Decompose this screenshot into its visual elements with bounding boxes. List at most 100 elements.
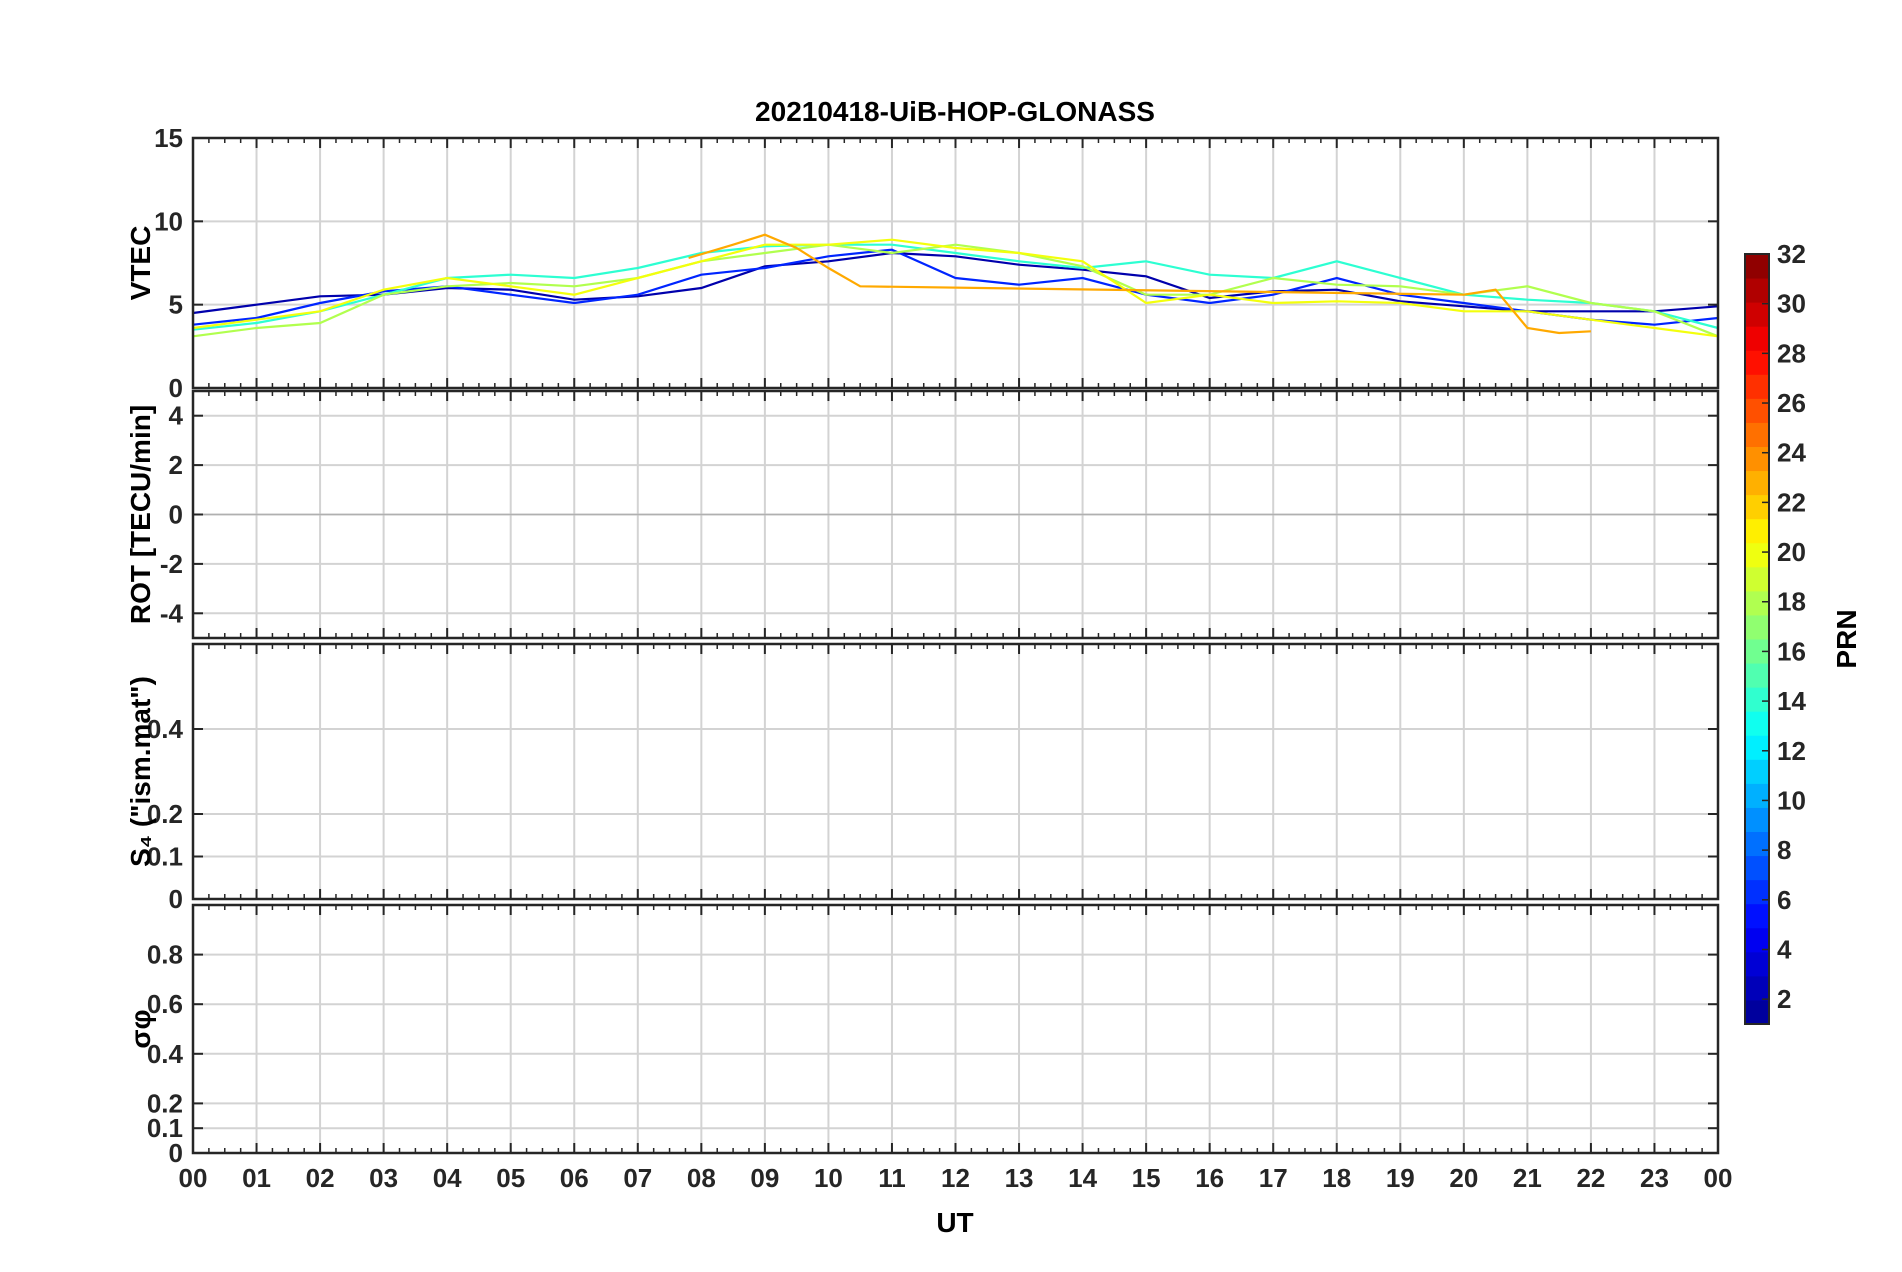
x-tick-label: 03 [369, 1163, 398, 1193]
colorbar-tick-label: 32 [1777, 239, 1806, 269]
x-tick-label: 00 [1704, 1163, 1733, 1193]
colorbar-segment [1745, 735, 1769, 760]
colorbar-segment [1745, 783, 1769, 808]
colorbar-tick-label: 12 [1777, 736, 1806, 766]
colorbar-tick-label: 16 [1777, 636, 1806, 666]
x-tick-label: 07 [623, 1163, 652, 1193]
colorbar-tick-label: 2 [1777, 984, 1791, 1014]
colorbar-segment [1745, 903, 1769, 929]
colorbar-tick-label: 26 [1777, 388, 1806, 418]
colorbar-segment [1745, 374, 1769, 399]
panel-1: 0 5 10 15 VTEC [125, 123, 1720, 403]
x-tick-label: 11 [878, 1163, 906, 1193]
y-tick-label: 0 [169, 373, 183, 403]
colorbar-segment [1745, 807, 1769, 832]
x-tick-label: 18 [1322, 1163, 1351, 1193]
x-tick-label: 06 [560, 1163, 589, 1193]
colorbar-segment [1745, 446, 1769, 472]
colorbar-segment [1745, 566, 1769, 592]
x-tick-label: 13 [1005, 1163, 1034, 1193]
x-tick-label: 15 [1132, 1163, 1161, 1193]
colorbar-segment [1745, 422, 1769, 447]
colorbar-segment [1745, 975, 1769, 1001]
colorbar-segment [1745, 518, 1769, 544]
y-tick-label: 0.8 [147, 940, 183, 970]
y-tick-label: 0.4 [147, 1039, 184, 1069]
colorbar-tick-label: 22 [1777, 487, 1806, 517]
axes-frame [191, 136, 1720, 390]
colorbar-segment [1745, 350, 1769, 375]
panel-2: -4 -2 0 2 4 ROT [TECU/min] [125, 389, 1720, 640]
colorbar-segment [1745, 999, 1769, 1025]
colorbar-tick-label: 24 [1777, 438, 1806, 468]
y-axis-label: σφ [125, 1009, 156, 1048]
colorbar-tick-label: 4 [1777, 934, 1792, 964]
colorbar-segment [1745, 927, 1769, 953]
colorbar-frame [1744, 253, 1770, 1025]
panel-3: 0 0.1 0.2 0.4S₄ ("ism.mat") [125, 642, 1720, 914]
colorbar-segment [1745, 663, 1769, 688]
colorbar-segment [1745, 494, 1769, 520]
y-axis-label: VTEC [125, 226, 156, 301]
colorbar-label: PRN [1831, 609, 1862, 668]
x-tick-label: 05 [496, 1163, 525, 1193]
y-tick-label: 4 [169, 401, 184, 431]
colorbar-segment [1745, 590, 1769, 616]
y-tick-label: 0 [169, 1138, 183, 1168]
y-tick-label: 0.2 [147, 799, 183, 829]
panel-4: 00.10.2 0.4 0.6 0.8 σφ [125, 903, 1720, 1168]
colorbar-tick-label: 18 [1777, 587, 1806, 617]
y-axis-label: ROT [TECU/min] [125, 405, 156, 624]
x-tick-label: 21 [1513, 1163, 1542, 1193]
x-tick-label: 10 [814, 1163, 843, 1193]
x-tick-label: 16 [1195, 1163, 1224, 1193]
y-tick-label: 15 [154, 123, 183, 153]
colorbar-segment [1745, 326, 1769, 351]
colorbar-tick-label: 10 [1777, 785, 1806, 815]
colorbar-segment [1745, 855, 1769, 881]
colorbar-segment [1745, 278, 1769, 303]
x-tick-label: 04 [433, 1163, 462, 1193]
axes-frame [191, 903, 1720, 1155]
x-tick-label: 22 [1576, 1163, 1605, 1193]
colorbar-segment [1745, 759, 1769, 784]
y-tick-label: 0.4 [147, 714, 184, 744]
x-tick-label: 20 [1449, 1163, 1478, 1193]
y-axis-label: S₄ ("ism.mat") [125, 676, 156, 867]
y-tick-label: -2 [160, 549, 183, 579]
axes-frame [191, 389, 1720, 640]
colorbar-tick-label: 30 [1777, 289, 1806, 319]
colorbar-tick-label: 28 [1777, 338, 1806, 368]
colorbar-segment [1745, 614, 1769, 640]
x-tick-label: 12 [941, 1163, 970, 1193]
colorbar-segment [1745, 542, 1769, 568]
y-tick-label: 0.2 [147, 1088, 183, 1118]
colorbar-tick-label: 8 [1777, 835, 1791, 865]
colorbar-segment [1745, 951, 1769, 977]
colorbar-segment [1745, 302, 1769, 327]
colorbar-segment [1745, 831, 1769, 857]
x-tick-label: 01 [242, 1163, 271, 1193]
y-tick-label: 0 [169, 500, 183, 530]
colorbar-segment [1745, 470, 1769, 496]
y-tick-label: 0.1 [147, 1113, 183, 1143]
y-tick-label: 0.6 [147, 989, 183, 1019]
y-tick-label: 5 [169, 290, 183, 320]
colorbar-tick-label: 6 [1777, 885, 1791, 915]
colorbar-tick-label: 14 [1777, 686, 1806, 716]
colorbar-segment [1745, 254, 1769, 279]
y-tick-label: 10 [154, 206, 183, 236]
x-tick-labels: 00 01 02 03 04 05 06 07 08 09 10 11 12 13 14 15 16 17 18 19… [179, 1163, 1733, 1193]
chart-title: 20210418-UiB-HOP-GLONASS [755, 96, 1155, 127]
axes-frame [191, 642, 1720, 901]
series-line-prn-20 [192, 238, 1719, 338]
colorbar-segment [1745, 687, 1769, 712]
series-line-prn-23 [688, 233, 1591, 335]
x-tick-label: 02 [306, 1163, 335, 1193]
y-tick-label: -4 [160, 598, 184, 628]
x-tick-label: 08 [687, 1163, 716, 1193]
colorbar-segment [1745, 398, 1769, 423]
